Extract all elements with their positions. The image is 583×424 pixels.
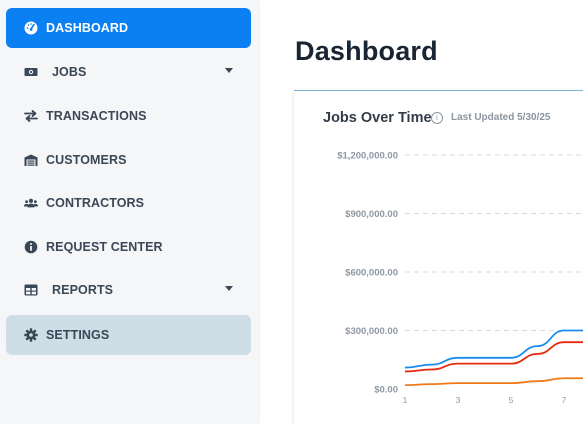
sidebar-item-request-center[interactable]: REQUEST CENTER <box>6 227 251 267</box>
warehouse-icon <box>24 153 38 167</box>
card-title: Jobs Over Time <box>323 110 432 126</box>
users-group-icon <box>24 196 38 210</box>
exchange-arrows-icon <box>24 109 38 123</box>
money-bill-icon <box>24 65 38 79</box>
chevron-down-icon[interactable] <box>225 68 233 73</box>
sidebar-item-label: TRANSACTIONS <box>46 109 147 123</box>
sidebar-item-label: JOBS <box>52 65 87 79</box>
y-tick-label: $1,200,000.00 <box>337 151 398 162</box>
sidebar-item-transactions[interactable]: TRANSACTIONS <box>6 96 251 136</box>
x-tick-label: 1 <box>403 395 408 405</box>
sidebar-item-label: REPORTS <box>52 283 114 297</box>
table-icon <box>24 283 38 297</box>
jobs-over-time-chart: $1,200,000.00 $900,000.00 $600,000.00 $300,… <box>337 151 583 405</box>
x-tick-label: 7 <box>562 395 567 405</box>
sidebar-item-label: CONTRACTORS <box>46 196 145 210</box>
dashboard-gauge-icon <box>24 21 38 35</box>
x-tick-label: 3 <box>456 395 461 405</box>
jobs-over-time-card: Jobs Over Time i Last Updated 5/30/25 $1… <box>294 90 583 424</box>
sidebar-item-label: SETTINGS <box>46 328 110 342</box>
sidebar: DASHBOARD JOBS TRANSACTIONS <box>0 0 258 424</box>
sidebar-item-reports[interactable]: REPORTS <box>6 270 251 310</box>
info-icon[interactable]: i <box>431 112 443 124</box>
sidebar-item-settings[interactable]: SETTINGS <box>6 315 251 355</box>
sidebar-item-label: DASHBOARD <box>46 21 129 35</box>
y-tick-label: $900,000.00 <box>345 209 398 220</box>
series-line-1 <box>404 341 583 373</box>
x-tick-label: 5 <box>509 395 514 405</box>
last-updated-label: Last Updated 5/30/25 <box>451 112 551 123</box>
main-content: Dashboard Jobs Over Time i Last Updated … <box>258 0 583 424</box>
y-tick-label: $0.00 <box>374 385 398 396</box>
series-line-0 <box>404 329 583 369</box>
chevron-down-icon[interactable] <box>225 286 233 291</box>
sidebar-item-jobs[interactable]: JOBS <box>6 52 251 92</box>
sidebar-item-customers[interactable]: CUSTOMERS <box>6 140 251 180</box>
sidebar-item-label: CUSTOMERS <box>46 153 127 167</box>
series-line-2 <box>404 377 583 386</box>
sidebar-item-dashboard[interactable]: DASHBOARD <box>6 8 251 48</box>
y-tick-label: $300,000.00 <box>345 326 398 337</box>
y-tick-label: $600,000.00 <box>345 268 398 279</box>
info-circle-icon <box>24 240 38 254</box>
sidebar-item-label: REQUEST CENTER <box>46 240 163 254</box>
page-title: Dashboard <box>295 36 438 66</box>
gear-icon <box>24 328 38 342</box>
sidebar-item-contractors[interactable]: CONTRACTORS <box>6 183 251 223</box>
